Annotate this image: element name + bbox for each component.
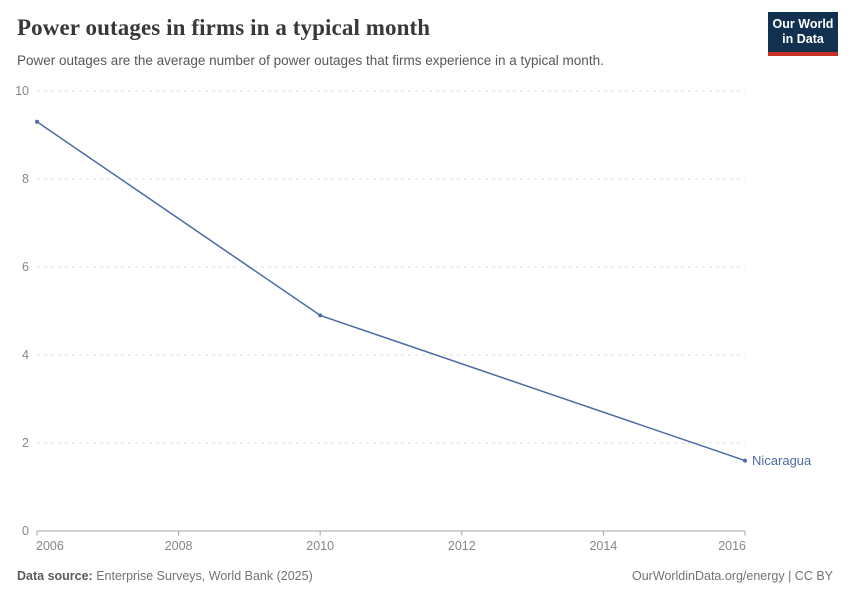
y-tick-label-0: 0 xyxy=(22,524,29,538)
series-line-nicaragua xyxy=(36,121,746,462)
x-tick-label-2012: 2012 xyxy=(448,539,476,553)
data-source: Data source: Enterprise Surveys, World B… xyxy=(17,569,313,583)
x-tick-label-2006: 2006 xyxy=(36,539,64,553)
chart-subtitle: Power outages are the average number of … xyxy=(17,53,604,68)
data-source-text: Enterprise Surveys, World Bank (2025) xyxy=(92,569,313,583)
y-tick-label-2: 2 xyxy=(22,436,29,450)
y-tick-label-6: 6 xyxy=(22,260,29,274)
data-point-nicaragua-2010 xyxy=(318,313,323,318)
x-tick-label-2014: 2014 xyxy=(589,539,617,553)
series-label-nicaragua: Nicaragua xyxy=(752,453,812,468)
x-tick-label-2010: 2010 xyxy=(306,539,334,553)
owid-logo: Our World in Data xyxy=(768,12,838,56)
data-source-label: Data source: xyxy=(17,569,93,583)
data-point-nicaragua-2016 xyxy=(743,458,747,463)
page-title: Power outages in firms in a typical mont… xyxy=(17,15,431,40)
y-tick-label-4: 4 xyxy=(22,348,29,362)
owid-logo-line2: in Data xyxy=(782,32,824,47)
x-tick-label-2016: 2016 xyxy=(718,539,746,553)
owid-link: OurWorldinData.org/energy | CC BY xyxy=(631,569,833,583)
y-tick-label-10: 10 xyxy=(15,84,29,98)
x-tick-label-2008: 2008 xyxy=(165,539,193,553)
y-tick-label-8: 8 xyxy=(22,172,29,186)
data-point-nicaragua-2006 xyxy=(35,119,39,124)
owid-logo-line1: Our World xyxy=(772,17,834,31)
